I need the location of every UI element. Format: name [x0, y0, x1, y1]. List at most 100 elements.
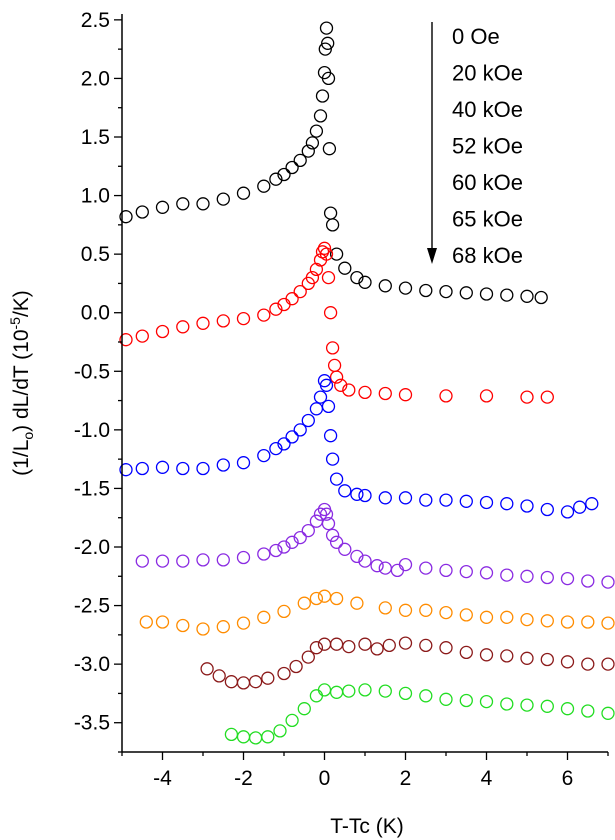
data-point — [248, 731, 263, 745]
y-tick-label: -2.5 — [74, 595, 110, 618]
data-point — [257, 308, 271, 322]
data-point — [560, 615, 575, 629]
series-5 — [200, 636, 615, 690]
data-point — [439, 641, 453, 655]
data-point — [560, 571, 575, 586]
data-point — [322, 142, 337, 156]
data-point — [601, 616, 615, 630]
data-point — [398, 686, 413, 701]
data-point — [334, 378, 348, 392]
series-2 — [119, 374, 599, 519]
data-point — [338, 484, 352, 498]
series-6 — [224, 683, 615, 745]
data-point — [459, 494, 473, 508]
data-point — [439, 493, 453, 507]
data-point — [216, 620, 230, 634]
data-point — [358, 637, 372, 651]
data-point — [350, 549, 364, 564]
data-point — [520, 569, 534, 583]
y-axis-title: (1/Lo) dL/dT (10-5/K) — [7, 290, 36, 476]
data-point — [224, 675, 239, 689]
data-point — [323, 429, 338, 443]
legend-entry: 65 kOe — [452, 207, 523, 232]
data-point — [309, 262, 324, 277]
data-point — [398, 491, 413, 505]
y-tick-label: 1.0 — [81, 185, 110, 208]
data-point — [329, 591, 344, 606]
data-point — [293, 423, 307, 437]
data-point — [520, 698, 534, 712]
data-point — [318, 42, 332, 56]
data-point — [500, 697, 514, 711]
data-point — [257, 448, 271, 463]
data-point — [313, 109, 328, 123]
data-point — [135, 329, 149, 343]
data-point — [216, 553, 230, 567]
data-point — [479, 648, 494, 662]
data-point — [216, 314, 230, 328]
axes: -4 -2 0 2 4 6 -3.5 -3.0 -2.5 -2.0 -1.5 -1.0 -0.5 0.0 0… — [7, 9, 609, 838]
data-point — [155, 615, 170, 629]
data-point — [540, 502, 554, 517]
data-point — [323, 306, 338, 320]
data-point — [325, 341, 340, 355]
data-point — [176, 197, 190, 211]
data-point — [329, 637, 344, 651]
data-point — [236, 456, 251, 470]
data-point — [321, 36, 335, 50]
data-point — [317, 241, 332, 255]
legend-entry: 0 Oe — [452, 24, 500, 49]
data-point — [520, 390, 534, 404]
data-point — [305, 136, 320, 150]
data-point — [350, 270, 364, 285]
data-point — [540, 699, 554, 713]
legend-arrow-head — [427, 248, 437, 264]
data-point — [293, 530, 307, 545]
data-point — [176, 618, 190, 633]
data-point — [439, 563, 453, 578]
data-point — [200, 662, 214, 676]
data-point — [459, 564, 473, 579]
data-point — [390, 563, 405, 578]
data-point — [212, 669, 226, 683]
data-point — [119, 210, 133, 224]
data-point — [581, 574, 595, 588]
data-point — [500, 288, 514, 302]
plot-marks — [119, 21, 615, 745]
data-point — [419, 603, 433, 617]
data-point — [459, 645, 473, 660]
data-point — [479, 389, 494, 403]
data-point — [321, 71, 336, 86]
data-point — [319, 247, 334, 261]
y-tick-label: 0.5 — [81, 243, 110, 266]
y-tick-label: 2.0 — [81, 67, 110, 90]
data-point — [585, 497, 599, 511]
data-point — [342, 684, 356, 698]
x-tick-label: 0 — [319, 767, 331, 790]
data-point — [289, 659, 303, 674]
data-point — [540, 390, 554, 404]
data-point — [196, 622, 210, 636]
data-point — [155, 200, 170, 214]
data-point — [398, 603, 413, 617]
data-point — [261, 730, 275, 744]
data-point — [176, 461, 190, 476]
data-point — [601, 706, 615, 720]
data-point — [297, 596, 311, 610]
y-tick-label: -3.0 — [74, 653, 110, 676]
series-1 — [119, 241, 554, 404]
data-point — [329, 370, 344, 384]
data-point — [119, 333, 133, 347]
data-point — [248, 675, 263, 689]
data-point — [581, 615, 595, 629]
data-point — [540, 652, 554, 667]
data-point — [297, 702, 311, 716]
series-4 — [139, 589, 615, 636]
data-point — [285, 535, 299, 549]
data-point — [459, 286, 473, 300]
data-point — [257, 547, 271, 561]
data-point — [313, 507, 328, 521]
series-3 — [135, 502, 615, 589]
data-point — [378, 491, 392, 505]
data-point — [479, 610, 494, 624]
